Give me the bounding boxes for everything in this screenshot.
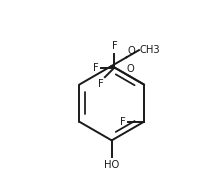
Text: F: F: [98, 79, 103, 89]
Text: F: F: [112, 41, 117, 51]
Text: O: O: [126, 64, 134, 74]
Text: HO: HO: [104, 160, 119, 170]
Text: F: F: [120, 117, 126, 127]
Text: F: F: [93, 62, 98, 73]
Text: CH3: CH3: [140, 45, 161, 55]
Text: O: O: [127, 46, 135, 56]
